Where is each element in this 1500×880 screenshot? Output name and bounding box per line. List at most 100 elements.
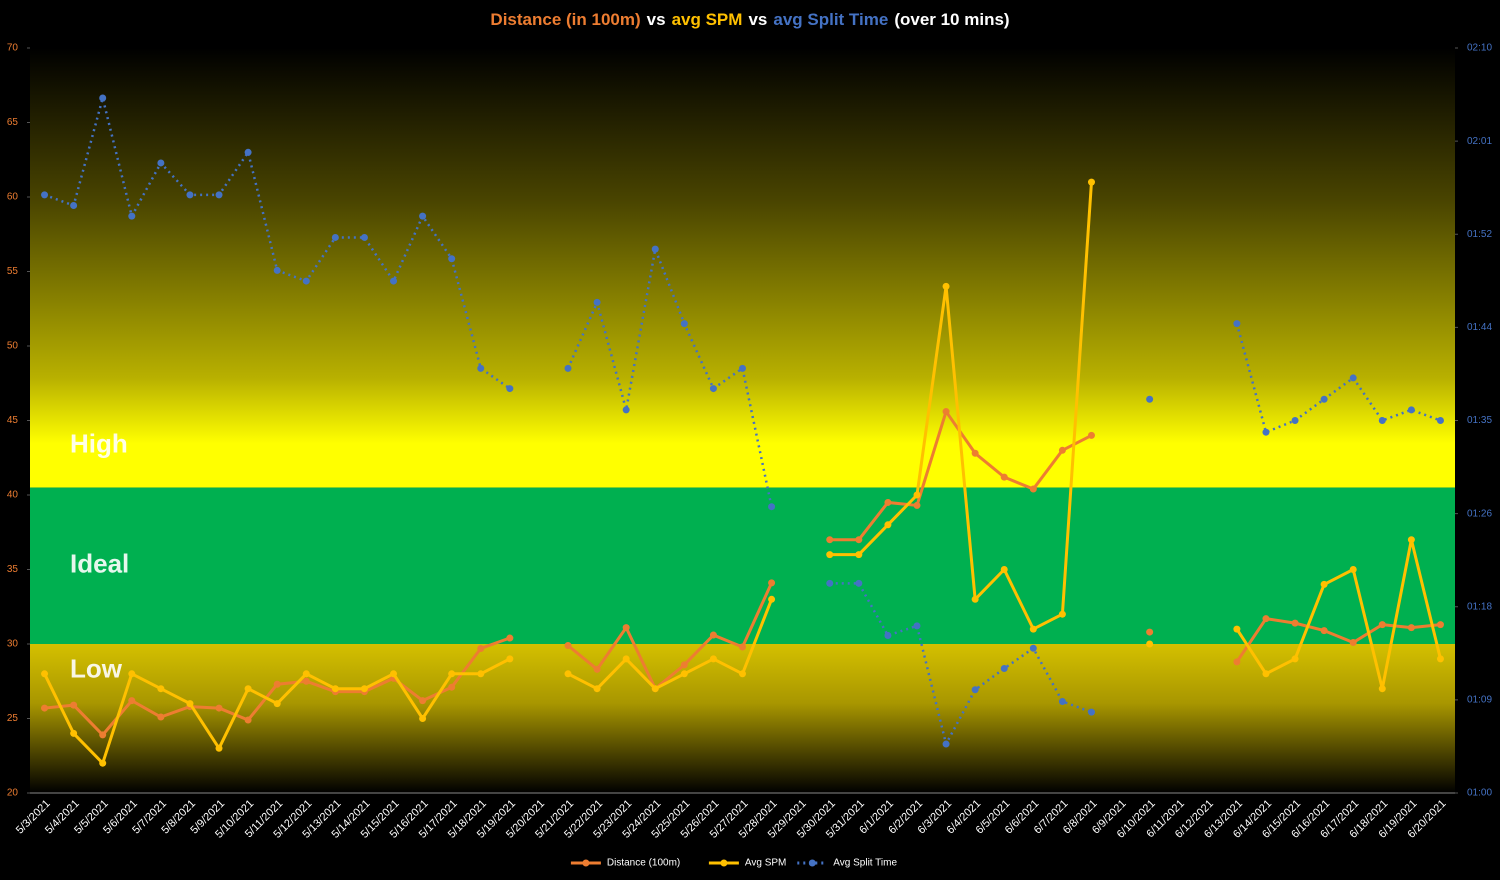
series-marker (739, 364, 746, 372)
series-marker (971, 595, 979, 603)
series-marker (99, 731, 107, 739)
legend-label: Distance (100m) (607, 858, 680, 869)
series-marker (302, 670, 310, 678)
series-marker (273, 680, 281, 688)
series-marker (506, 634, 514, 642)
series-marker (41, 704, 49, 712)
series-marker (564, 641, 572, 649)
series-marker (1349, 374, 1357, 382)
series-marker (739, 643, 746, 651)
series-marker (70, 701, 78, 709)
series-marker (564, 670, 572, 678)
series-marker (884, 521, 892, 529)
legend-label: Avg Split Time (833, 858, 897, 869)
series-marker (390, 670, 398, 678)
chart-title: Distance (in 100m) vs avg SPM vs avg Split T… (490, 10, 1009, 29)
series-marker (913, 491, 921, 499)
series-marker (1320, 627, 1328, 635)
series-marker (157, 685, 165, 693)
zone-label: Ideal (70, 549, 129, 579)
y2-tick-label: 01:18 (1467, 601, 1492, 612)
series-marker (1058, 697, 1066, 705)
series-marker (1349, 639, 1357, 647)
series-marker (622, 655, 630, 663)
series-marker (302, 277, 310, 285)
series-marker (244, 148, 252, 156)
series-marker (884, 498, 892, 506)
series-marker (942, 408, 950, 416)
series-marker (41, 191, 49, 199)
series-marker (942, 740, 950, 748)
y-tick-label: 50 (7, 341, 19, 352)
y2-tick-label: 01:52 (1467, 229, 1492, 240)
series-marker (99, 759, 107, 767)
series-marker (273, 266, 281, 274)
y-tick-label: 25 (7, 713, 19, 724)
series-marker (942, 282, 950, 290)
series-marker (506, 655, 514, 663)
series-marker (1407, 536, 1415, 544)
title-part: vs (748, 10, 767, 29)
series-marker (215, 191, 223, 199)
series-marker (593, 298, 601, 306)
series-marker (1262, 670, 1270, 678)
series-marker (1378, 685, 1386, 693)
series-marker (884, 631, 892, 639)
series-marker (709, 631, 717, 639)
y-tick-label: 70 (7, 43, 19, 54)
series-marker (477, 644, 485, 652)
title-part: avg Split Time (773, 10, 888, 29)
series-marker (360, 685, 368, 693)
series-marker (622, 624, 630, 632)
series-marker (1233, 625, 1241, 633)
series-marker (390, 277, 398, 285)
series-marker (971, 449, 979, 457)
series-marker (1320, 395, 1328, 403)
series-marker (680, 661, 688, 669)
series-marker (1407, 624, 1415, 632)
series-marker (1378, 417, 1386, 424)
series-marker (1029, 485, 1037, 493)
series-marker (477, 364, 485, 372)
series-marker (826, 536, 834, 544)
series-marker (680, 320, 688, 328)
series-marker (157, 159, 165, 167)
series-marker (1146, 395, 1154, 403)
series-marker (1058, 446, 1066, 454)
series-marker (215, 744, 223, 752)
series-marker (1291, 655, 1299, 663)
series-marker (331, 233, 339, 241)
series-marker (855, 551, 863, 559)
y2-tick-label: 02:01 (1467, 136, 1492, 147)
zone-label: High (70, 429, 128, 459)
y2-tick-label: 01:35 (1467, 415, 1492, 426)
series-marker (1087, 431, 1095, 439)
series-marker (768, 579, 776, 587)
y-tick-label: 35 (7, 564, 19, 575)
series-marker (1233, 658, 1241, 666)
series-marker (855, 579, 863, 587)
series-marker (622, 406, 630, 414)
y-tick-label: 60 (7, 192, 19, 203)
title-part: (over 10 mins) (894, 10, 1009, 29)
series-marker (419, 212, 427, 220)
series-marker (215, 704, 223, 712)
title-part: vs (647, 10, 666, 29)
zone-band (30, 644, 1455, 793)
series-marker (913, 622, 921, 630)
series-marker (826, 551, 834, 559)
legend-label: Avg SPM (745, 858, 787, 869)
series-marker (1029, 644, 1037, 652)
y-tick-label: 20 (7, 788, 19, 799)
series-marker (709, 655, 717, 663)
series-marker (709, 385, 717, 393)
y-tick-label: 65 (7, 117, 19, 128)
series-marker (1262, 428, 1270, 436)
y2-tick-label: 01:26 (1467, 508, 1492, 519)
y-tick-label: 45 (7, 415, 19, 426)
series-marker (41, 670, 49, 678)
series-marker (1378, 621, 1386, 629)
series-marker (651, 685, 659, 693)
